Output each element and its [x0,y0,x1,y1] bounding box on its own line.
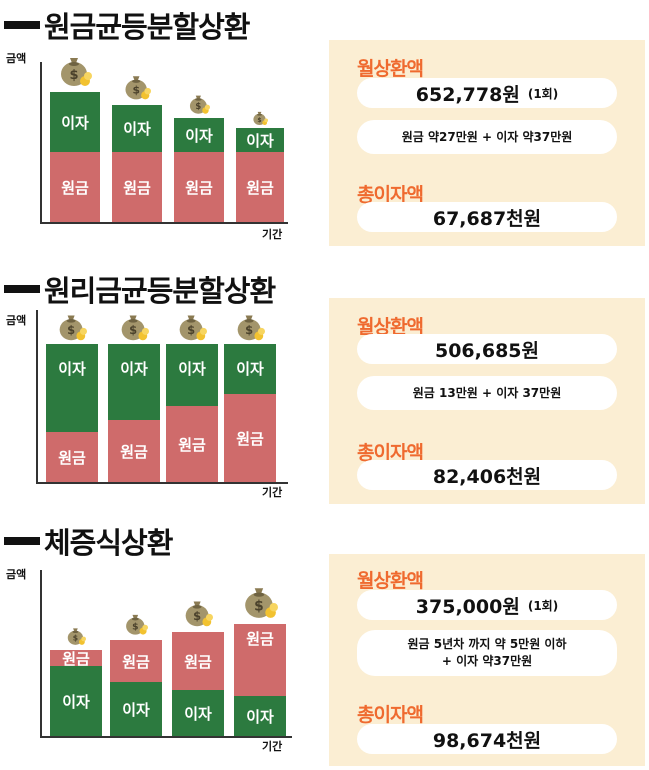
monthly-payment-value: 506,685원 [434,339,540,362]
money-bag-icon [237,315,265,341]
chart-column: 이자 원금 [224,315,276,482]
money-bag-icon [125,76,151,100]
monthly-payment-note: (1회) [527,598,559,613]
interest-segment: 이자 [174,118,224,152]
money-bag-icon [189,95,210,114]
chart-column: 원금 이자 [234,588,286,736]
total-interest-value: 98,674천원 [432,729,542,752]
interest-segment: 이자 [110,682,162,736]
principal-segment: 원금 [234,624,286,696]
money-bag-icon [61,58,92,86]
chart-column: 이자 원금 [46,315,98,482]
title-bar-mark [4,285,40,293]
interest-segment: 이자 [236,128,284,152]
section-title: 원금균등분할상환 [4,4,250,46]
summary-panel: 월상환액 506,685원 원금 13만원 + 이자 37만원 총이자액 82,… [329,298,645,504]
monthly-payment-note: (1회) [527,86,559,101]
breakdown-text: 원금 약27만원 + 이자 약37만원 [401,129,573,144]
section-title-text: 원금균등분할상환 [44,10,250,44]
principal-segment: 원금 [50,650,102,668]
section-title-text: 원리금균등분할상환 [44,274,276,308]
interest-segment: 이자 [234,696,286,736]
money-bag-icon [121,315,149,341]
chart-axes: 원금 이자 원금 이자 원금 이자 원금 이자 [40,570,292,738]
breakdown-text: 원금 13만원 + 이자 37만원 [412,385,562,400]
interest-segment: 이자 [108,344,160,420]
interest-segment: 이자 [50,92,100,152]
interest-segment: 이자 [46,344,98,432]
monthly-payment-label: 월상환액 [357,316,424,338]
money-bag-icon [67,628,86,645]
chart-axes: 이자 원금 이자 원금 이자 원금 이자 원금 [40,58,288,224]
monthly-payment-label: 월상환액 [357,58,424,80]
monthly-payment-pill: 506,685원 [357,334,617,364]
chart-column: 이자 원금 [236,111,284,222]
summary-panel: 월상환액 652,778원 (1회) 원금 약27만원 + 이자 약37만원 총… [329,40,645,246]
interest-segment: 이자 [112,105,162,152]
monthly-payment-value: 652,778원 [415,83,520,106]
total-interest-label: 총이자액 [357,184,424,206]
interest-segment: 이자 [172,690,224,736]
breakdown-line1: 원금 5년차 까지 약 5만원 이하 [407,637,567,651]
title-bar-mark [4,21,40,29]
total-interest-pill: 82,406천원 [357,460,617,490]
chart-column: 이자 원금 [50,58,100,222]
money-bag-icon [179,315,207,341]
monthly-payment-pill: 652,778원 (1회) [357,78,617,108]
x-axis-label: 기간 [262,740,283,753]
chart-column: 이자 원금 [166,315,218,482]
breakdown-pill: 원금 5년차 까지 약 5만원 이하 + 이자 약37만원 [357,630,617,676]
section-title: 원리금균등분할상환 [4,268,276,310]
monthly-payment-value: 375,000원 [415,595,520,618]
chart-column: 이자 원금 [174,95,224,222]
breakdown-pill: 원금 약27만원 + 이자 약37만원 [357,120,617,154]
total-interest-label: 총이자액 [357,442,424,464]
interest-segment: 이자 [224,344,276,394]
chart-column: 이자 원금 [112,76,162,222]
y-axis-label: 금액 [6,314,27,327]
total-interest-pill: 98,674천원 [357,724,617,754]
total-interest-label: 총이자액 [357,704,424,726]
y-axis-label: 금액 [6,568,27,581]
money-bag-icon [245,588,278,618]
money-bag-icon [126,614,148,635]
total-interest-value: 82,406천원 [432,465,542,488]
chart-column: 원금 이자 [110,614,162,736]
section-title-text: 체증식상환 [44,526,173,560]
section-title: 체증식상환 [4,520,173,562]
principal-segment: 원금 [224,394,276,482]
money-bag-icon [185,601,213,627]
breakdown-pill: 원금 13만원 + 이자 37만원 [357,376,617,410]
principal-segment: 원금 [166,406,218,482]
principal-segment: 원금 [46,432,98,482]
chart-column: 이자 원금 [108,315,160,482]
chart-axes: 이자 원금 이자 원금 이자 원금 이자 원금 [36,310,288,484]
total-interest-value: 67,687천원 [432,207,542,230]
chart-column: 원금 이자 [50,628,102,736]
section-equal-principal: 원금균등분할상환 금액 이자 원금 이자 원금 이자 원금 이자 원금 기간 월… [0,0,649,250]
title-bar-mark [4,537,40,545]
monthly-payment-pill: 375,000원 (1회) [357,590,617,620]
section-equal-installment: 원리금균등분할상환 금액 이자 원금 이자 원금 이자 원금 이자 원금 기간 … [0,262,649,512]
section-graduated: 체증식상환 금액 원금 이자 원금 이자 원금 이자 원금 이자 기간 월상환액… [0,512,649,770]
total-interest-pill: 67,687천원 [357,202,617,232]
principal-segment: 원금 [110,640,162,682]
principal-segment: 원금 [50,152,100,222]
x-axis-label: 기간 [262,486,283,499]
money-bag-icon [253,111,268,126]
monthly-payment-label: 월상환액 [357,570,424,592]
x-axis-label: 기간 [262,228,283,241]
principal-segment: 원금 [172,632,224,690]
y-axis-label: 금액 [6,52,27,65]
principal-segment: 원금 [112,152,162,222]
principal-segment: 원금 [236,152,284,222]
interest-segment: 이자 [166,344,218,406]
breakdown-line2: + 이자 약37만원 [441,654,533,668]
chart-column: 원금 이자 [172,601,224,736]
principal-segment: 원금 [108,420,160,482]
summary-panel: 월상환액 375,000원 (1회) 원금 5년차 까지 약 5만원 이하 + … [329,554,645,766]
interest-segment: 이자 [50,666,102,736]
money-bag-icon [59,315,87,341]
principal-segment: 원금 [174,152,224,222]
